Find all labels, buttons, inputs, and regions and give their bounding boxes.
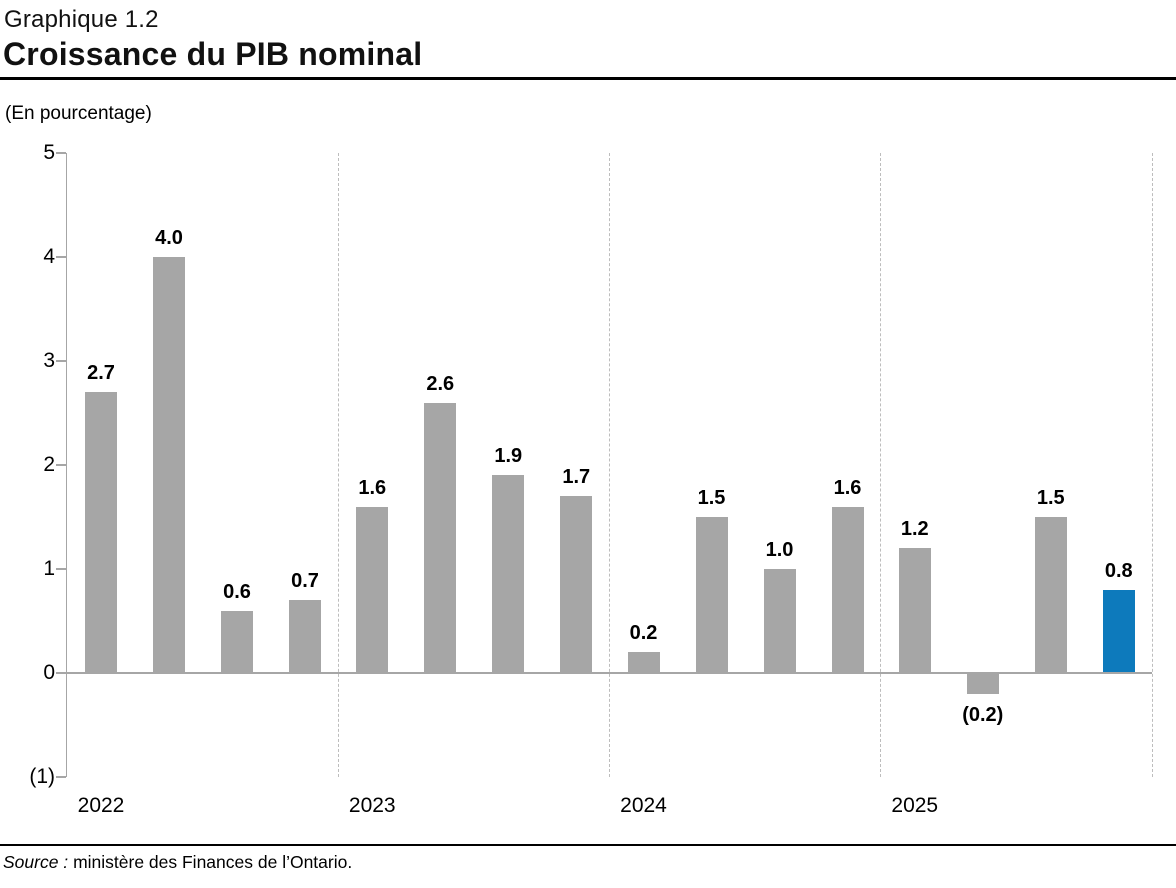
y-axis-tick-label: 3 <box>43 349 55 372</box>
page-title: Croissance du PIB nominal <box>3 36 423 72</box>
source-label: Source : <box>3 852 69 872</box>
bar <box>153 257 185 673</box>
bar-value-label: 0.6 <box>223 580 251 603</box>
bar <box>289 600 321 673</box>
y-axis-tick <box>56 360 66 362</box>
bar-value-label: 1.2 <box>900 518 929 541</box>
y-axis-tick-label: 5 <box>43 141 55 164</box>
bar-value-label: 4.0 <box>155 227 183 249</box>
bar-value-label: 2.6 <box>426 372 455 395</box>
x-axis-year-label: 2022 <box>77 794 125 817</box>
bar-value-label: 1.7 <box>562 466 591 489</box>
bar-value-label: 0.8 <box>1104 559 1133 582</box>
bar <box>221 610 253 673</box>
bar <box>85 392 117 673</box>
bar <box>492 475 525 673</box>
title-divider <box>0 77 1176 80</box>
source-text: ministère des Finances de l’Ontario. <box>73 852 353 872</box>
bar-value-label: 1.5 <box>1036 487 1065 509</box>
bar <box>898 548 931 673</box>
bar <box>763 569 796 673</box>
highlighted-bar <box>1102 589 1135 673</box>
chart-kicker: Graphique 1.2 <box>4 6 159 33</box>
year-separator-gridline <box>609 153 610 777</box>
y-axis-line <box>65 153 67 777</box>
zero-baseline <box>67 672 1152 674</box>
y-axis-tick <box>56 672 66 674</box>
source-note: Source : ministère des Finances de l’Ont… <box>3 852 352 873</box>
bar <box>424 402 457 673</box>
x-axis-year-label: 2023 <box>348 794 396 817</box>
y-axis-tick-label: 1 <box>43 557 55 580</box>
y-axis-tick <box>56 464 66 466</box>
y-axis-tick-label: 0 <box>43 661 55 684</box>
bar-value-label: 0.7 <box>291 570 319 593</box>
bar-value-label: 1.6 <box>833 476 862 499</box>
y-axis-tick <box>56 776 66 778</box>
x-axis-year-label: 2024 <box>620 794 667 817</box>
bar-value-label: 1.9 <box>494 445 523 468</box>
bar <box>831 506 864 673</box>
bar <box>695 517 728 673</box>
footer-divider <box>0 844 1176 846</box>
bar-value-label: (0.2) <box>962 703 1004 726</box>
year-separator-gridline <box>880 153 882 777</box>
bar-chart: 5 4 3 2 1 0 (1) 2.7 4.0 0.6 0.7 2022 1.6 2.6 1.9 1.7 202… <box>29 141 1153 817</box>
year-separator-gridline <box>1151 153 1153 777</box>
bar <box>356 506 389 673</box>
y-axis-tick-label: 2 <box>43 453 55 476</box>
bar <box>627 652 660 673</box>
bar-value-label: 1.5 <box>697 487 726 509</box>
bar-value-label: 0.2 <box>629 622 658 645</box>
x-axis-year-label: 2025 <box>891 794 939 817</box>
bar-value-label: 2.7 <box>87 362 115 385</box>
bar <box>560 496 593 673</box>
y-axis-tick <box>56 568 66 570</box>
bar-value-label: 1.6 <box>358 476 387 499</box>
y-axis-tick-label: (1) <box>29 765 55 788</box>
y-axis-tick <box>56 256 66 258</box>
y-axis-tick <box>56 152 66 154</box>
y-axis-tick-label: 4 <box>43 245 55 268</box>
axis-unit-note: (En pourcentage) <box>5 103 152 124</box>
bar <box>1034 517 1067 673</box>
year-separator-gridline <box>337 153 339 777</box>
bar-value-label: 1.0 <box>765 539 794 561</box>
bar <box>966 673 999 694</box>
